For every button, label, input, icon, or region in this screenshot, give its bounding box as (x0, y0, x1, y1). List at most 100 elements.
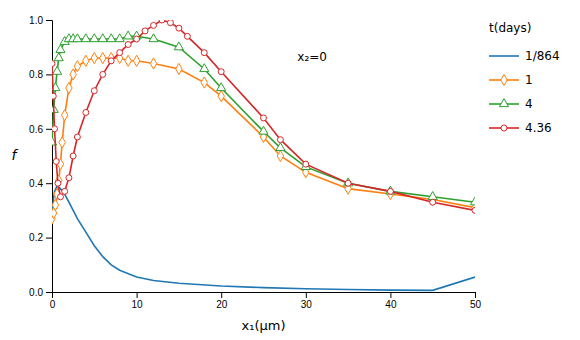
legend-swatch (489, 55, 519, 57)
point (386, 186, 395, 194)
point (52, 126, 58, 132)
point (74, 61, 80, 72)
point (52, 61, 55, 67)
point (56, 175, 62, 186)
y-axis-title: f (12, 147, 19, 163)
point (52, 93, 56, 99)
point (54, 53, 63, 61)
point (428, 192, 437, 200)
axis-line (46, 21, 53, 293)
point (70, 153, 76, 159)
point (115, 34, 124, 42)
point (59, 137, 65, 148)
point (472, 207, 475, 213)
plot-area (52, 20, 475, 290)
tick-label: 30 (301, 299, 313, 310)
point (184, 33, 190, 39)
point (151, 22, 157, 28)
point (217, 83, 226, 91)
point (125, 41, 131, 47)
legend-label: 4 (525, 97, 533, 111)
annotation: x₂=0 (297, 50, 327, 64)
x-axis-title: x₁(μm) (242, 318, 286, 333)
point (125, 55, 131, 66)
tick-label: 0.0 (29, 287, 43, 298)
x-axis: 01020304050 (50, 292, 482, 310)
point (62, 188, 68, 194)
tick: 40 (385, 292, 397, 310)
point (303, 161, 309, 167)
point (74, 134, 80, 140)
point (73, 34, 82, 42)
point (430, 199, 436, 205)
point (344, 178, 353, 186)
point (124, 31, 133, 39)
tick-label: 0 (50, 299, 56, 310)
point (108, 52, 114, 63)
legend-label: 1/864 (525, 49, 560, 63)
point (201, 77, 207, 88)
point (470, 197, 475, 205)
tick-label: 0.2 (29, 232, 43, 243)
legend-item: 4.36 (489, 121, 552, 135)
tick: 20 (216, 292, 228, 310)
tick: 0.6 (29, 124, 52, 135)
tick-label: 0.6 (29, 124, 43, 135)
tick: 0.2 (29, 232, 52, 243)
tick: 0.4 (29, 178, 52, 189)
tick: 50 (470, 292, 482, 310)
series (52, 52, 475, 224)
legend-title: t(days) (489, 21, 531, 35)
point (70, 69, 76, 80)
tick-mark (137, 292, 138, 298)
point (218, 91, 224, 102)
tick-mark (390, 292, 391, 298)
tick: 0 (50, 292, 56, 310)
point (66, 82, 72, 93)
point (98, 34, 107, 42)
point (83, 109, 89, 115)
point (83, 55, 89, 66)
tick-mark (306, 292, 307, 298)
point (81, 34, 90, 42)
axis-line (53, 293, 476, 299)
tick-label: 0.4 (29, 178, 43, 189)
point (100, 71, 106, 77)
point (100, 52, 106, 63)
point (90, 34, 99, 42)
legend-marker (501, 74, 507, 85)
tick-label: 40 (385, 299, 397, 310)
tick: 1.0 (29, 15, 52, 26)
point (387, 188, 393, 194)
legend-item: 4 (489, 97, 533, 111)
point (134, 36, 140, 42)
point (142, 28, 148, 34)
tick-mark (221, 292, 222, 298)
tick-label: 0.8 (29, 69, 43, 80)
y-axis: 0.0 0.2 0.4 0.6 0.8 1.0 (29, 15, 52, 298)
point (150, 58, 156, 69)
point (117, 50, 123, 56)
tick-mark (46, 292, 52, 293)
point (301, 162, 310, 170)
point (91, 52, 97, 63)
point (149, 34, 158, 42)
tick: 30 (301, 292, 313, 310)
series (52, 20, 475, 213)
legend: t(days)1/864144.36 (489, 21, 560, 135)
point (174, 42, 183, 50)
point (66, 175, 72, 181)
point (277, 150, 283, 161)
legend-marker (501, 125, 507, 131)
point (387, 188, 393, 199)
tick-label: 50 (470, 299, 482, 310)
tick-label: 20 (216, 299, 228, 310)
point (55, 180, 61, 186)
point (159, 20, 165, 23)
tick-mark (475, 292, 476, 298)
tick-mark (46, 183, 52, 184)
point (176, 63, 182, 74)
point (53, 66, 62, 74)
point (107, 34, 116, 42)
point (261, 115, 267, 121)
